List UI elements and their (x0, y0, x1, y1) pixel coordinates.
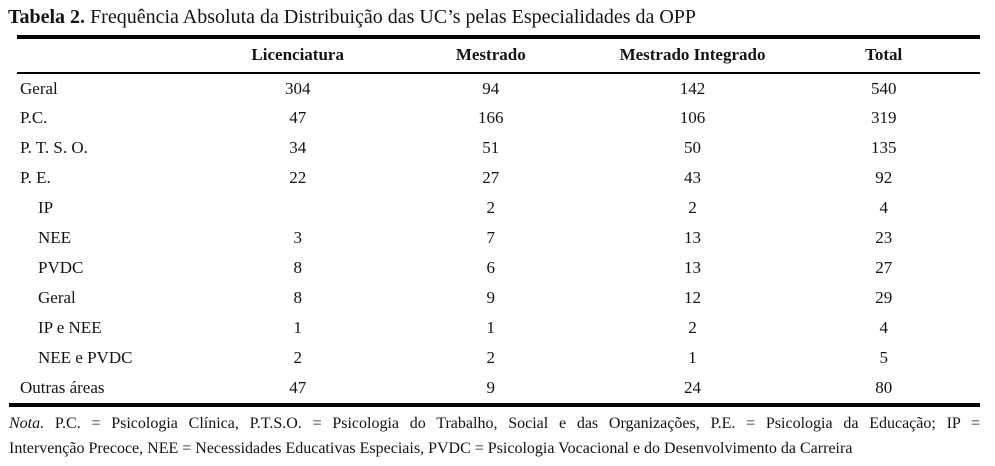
table-note: Nota. P.C. = Psicologia Clínica, P.T.S.O… (9, 403, 980, 461)
row-label: NEE e PVDC (38, 348, 133, 367)
row-label: PVDC (38, 258, 84, 277)
cell-value: 4 (879, 318, 888, 337)
cell-value: 1 (688, 348, 697, 367)
table-note-line1: Nota. P.C. = Psicologia Clínica, P.T.S.O… (9, 411, 980, 436)
column-header-mestrado-integrado: Mestrado Integrado (597, 37, 788, 74)
cell-value: 80 (875, 378, 893, 397)
row-label: P. T. S. O. (20, 138, 88, 157)
column-header-total: Total (787, 37, 980, 74)
table-caption: Tabela 2. Frequência Absoluta da Distrib… (0, 0, 995, 29)
column-header-blank (17, 37, 212, 74)
cell-value: 3 (293, 228, 302, 247)
cell-value: 1 (293, 318, 302, 337)
cell-value: 7 (486, 228, 496, 247)
table-caption-text: Frequência Absoluta da Distribuição das … (90, 6, 697, 28)
note-prefix: Nota. (9, 415, 45, 432)
cell-value: 319 (870, 108, 897, 127)
cell-value: 2 (293, 348, 302, 367)
note-line1-text: P.C. = Psicologia Clínica, P.T.S.O. = Ps… (54, 415, 981, 432)
row-label: IP e NEE (38, 318, 102, 337)
cell-value: 8 (293, 258, 302, 277)
row-label: P. E. (20, 168, 51, 187)
table-header-row: Licenciatura Mestrado Mestrado Integrado… (17, 37, 980, 74)
row-label: NEE (38, 228, 72, 247)
table-row: NEE e PVDC 2 2 1 5 (17, 343, 980, 373)
cell-value: 13 (684, 258, 702, 277)
table-row: PVDC 8 6 13 27 (17, 253, 980, 283)
column-header-mestrado: Mestrado (383, 37, 598, 74)
cell-value: 4 (879, 198, 888, 217)
cell-value: 106 (679, 108, 706, 127)
frequency-table: Licenciatura Mestrado Mestrado Integrado… (17, 35, 980, 403)
cell-value: 92 (875, 168, 893, 187)
cell-value: 43 (684, 168, 702, 187)
row-label: Outras áreas (20, 378, 105, 397)
row-label: Geral (38, 288, 76, 307)
cell-value: 2 (688, 198, 697, 217)
cell-value: 22 (289, 168, 307, 187)
cell-value: 51 (482, 138, 500, 157)
cell-value: 12 (684, 288, 702, 307)
cell-value: 166 (478, 108, 504, 127)
cell-value: 9 (486, 378, 496, 397)
cell-value: 47 (289, 108, 307, 127)
table-row: NEE 3 7 13 23 (17, 223, 980, 253)
cell-value: 29 (875, 288, 893, 307)
cell-value: 6 (486, 258, 496, 277)
cell-value: 2 (688, 318, 697, 337)
cell-value: 304 (284, 78, 311, 98)
cell-value: 94 (482, 78, 500, 98)
cell-value: 2 (486, 348, 496, 367)
table-row: Geral 304 94 142 540 (17, 73, 980, 103)
cell-value: 9 (486, 288, 496, 307)
cell-value: 27 (482, 168, 500, 187)
cell-value: 23 (875, 228, 893, 247)
table-note-line2: Intervenção Precoce, NEE = Necessidades … (9, 440, 853, 457)
table-row: IP 2 2 4 (17, 193, 980, 223)
cell-value: 2 (486, 198, 496, 217)
row-label: P.C. (20, 108, 48, 127)
cell-value: 47 (289, 378, 307, 397)
table-caption-number: Tabela 2. (8, 6, 86, 28)
column-header-licenciatura: Licenciatura (211, 37, 384, 74)
cell-value: 13 (684, 228, 702, 247)
cell-value: 540 (870, 78, 897, 98)
cell-value: 50 (684, 138, 702, 157)
table-row: Geral 8 9 12 29 (17, 283, 980, 313)
cell-value: 5 (879, 348, 888, 367)
row-label: IP (38, 198, 54, 217)
table-row: Outras áreas 47 9 24 80 (17, 373, 980, 403)
row-label: Geral (20, 78, 58, 98)
table-row: IP e NEE 1 1 2 4 (17, 313, 980, 343)
cell-value: 34 (289, 138, 307, 157)
table-header: Licenciatura Mestrado Mestrado Integrado… (17, 37, 980, 74)
cell-value: 27 (875, 258, 893, 277)
table-row: P.C. 47 166 106 319 (17, 103, 980, 133)
cell-value: 24 (684, 378, 702, 397)
table-row: P. E. 22 27 43 92 (17, 163, 980, 193)
table-body: Geral 304 94 142 540 P.C. 47 166 106 319… (17, 73, 980, 403)
table-row: P. T. S. O. 34 51 50 135 (17, 133, 980, 163)
cell-value: 8 (293, 288, 302, 307)
cell-value: 142 (679, 78, 706, 98)
cell-value: 135 (870, 138, 897, 157)
cell-value (212, 193, 384, 223)
cell-value: 1 (486, 318, 496, 337)
